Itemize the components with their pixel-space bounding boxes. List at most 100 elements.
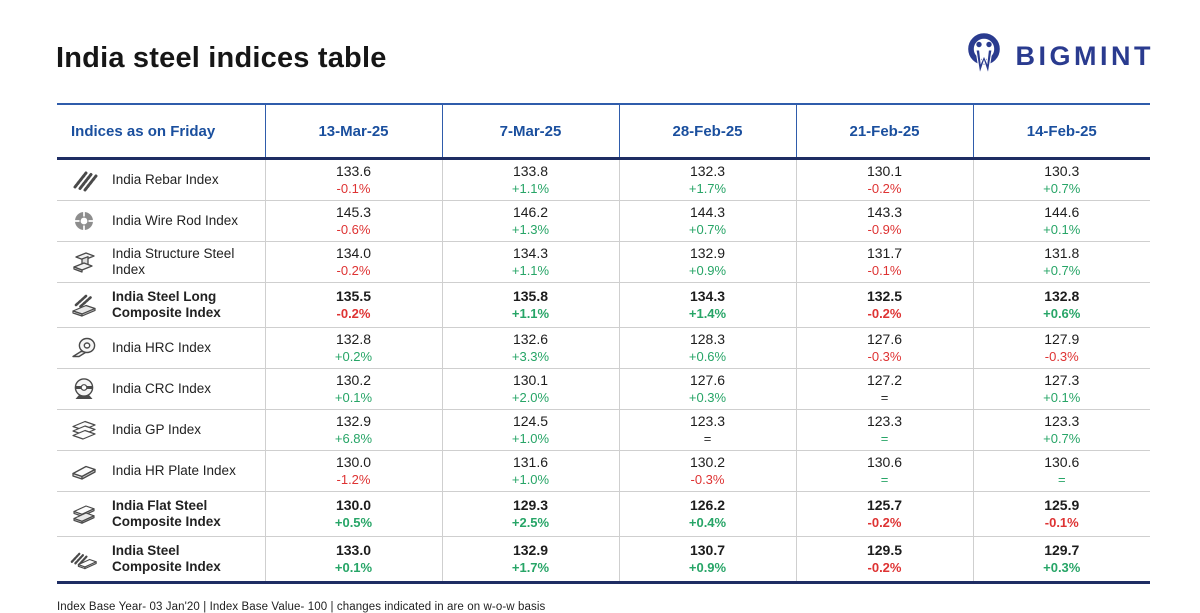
data-cell: 131.7 -0.1% [795,241,973,283]
index-name-cell: India Steel Long Composite Index [57,282,265,328]
index-label: India HRC Index [112,339,212,355]
data-cell: 126.2 +0.4% [618,491,796,537]
table-row: India CRC Index 130.2 +0.1% 130.1 +2.0% 127.6… [57,368,1150,410]
index-value: 130.1 [512,372,549,388]
index-value: 132.8 [335,331,372,347]
index-change: +1.0% [511,472,550,487]
index-change: -0.3% [1044,349,1079,364]
index-value: 146.2 [512,204,549,220]
table-body: India Rebar Index 133.6 -0.1% 133.8 +1.1% 132… [57,158,1150,583]
index-value: 130.6 [866,454,903,470]
index-value: 134.0 [335,245,372,261]
index-value: 127.2 [866,372,903,388]
index-change: +0.2% [334,349,373,364]
data-cell: 130.2 -0.3% [618,450,796,492]
data-cell: 130.0 +0.5% [264,491,442,537]
index-value: 130.0 [335,497,372,513]
data-cell: 131.8 +0.7% [972,241,1150,283]
column-header-date: 21-Feb-25 [795,104,973,160]
index-change: +3.3% [511,349,550,364]
index-name-cell: India HR Plate Index [57,450,265,492]
index-value: 134.3 [512,245,549,261]
data-cell: 127.3 +0.1% [972,368,1150,410]
data-cell: 132.6 +3.3% [441,327,619,369]
data-cell: 125.9 -0.1% [972,491,1150,537]
index-value: 130.1 [866,163,903,179]
index-change: +1.7% [511,560,550,575]
table-row: India Rebar Index 133.6 -0.1% 133.8 +1.1% 132… [57,158,1150,201]
index-name-cell: India Wire Rod Index [57,200,265,242]
index-change: -0.2% [867,181,902,196]
index-value: 143.3 [866,204,903,220]
data-cell: 132.5 -0.2% [795,282,973,328]
hr-plate-icon [69,458,99,484]
index-change: -0.3% [690,472,725,487]
data-cell: 130.2 +0.1% [264,368,442,410]
index-change: +1.1% [511,306,550,321]
index-change: +1.1% [511,181,550,196]
index-name-cell: India HRC Index [57,327,265,369]
index-change: +0.1% [334,560,373,575]
index-value: 134.3 [689,288,726,304]
data-cell: 144.6 +0.1% [972,200,1150,242]
index-value: 127.9 [1044,331,1080,347]
table-row: India Flat Steel Composite Index 130.0 +0.5… [57,491,1150,537]
data-cell: 133.6 -0.1% [264,158,442,201]
index-change: -0.2% [336,306,371,321]
index-value: 132.9 [689,245,726,261]
data-cell: 134.3 +1.1% [441,241,619,283]
index-change: = [880,390,889,405]
index-change: +0.7% [688,222,727,237]
index-change: -0.1% [867,263,902,278]
data-cell: 127.2 = [795,368,973,410]
index-change: +0.1% [1043,222,1081,237]
index-change: = [1057,472,1066,487]
index-label: India GP Index [112,421,202,437]
column-header-indices: Indices as on Friday [57,104,265,160]
index-label: India HR Plate Index [112,462,236,478]
table-row: India Wire Rod Index 145.3 -0.6% 146.2 +1.3%… [57,200,1150,242]
index-change: = [880,431,889,446]
data-cell: 125.7 -0.2% [795,491,973,537]
data-cell: 134.0 -0.2% [264,241,442,283]
index-name-cell: India Structure Steel Index [57,241,265,283]
index-change: +0.3% [1043,560,1081,575]
index-value: 123.3 [866,413,903,429]
index-value: 133.0 [335,542,372,558]
index-value: 132.8 [1044,288,1080,304]
table-row: India HRC Index 132.8 +0.2% 132.6 +3.3% 128.3… [57,327,1150,369]
index-change: -0.2% [336,263,371,278]
long-composite-icon [69,292,99,318]
index-value: 125.7 [866,497,903,513]
data-cell: 144.3 +0.7% [618,200,796,242]
column-header-date: 28-Feb-25 [618,104,796,160]
index-value: 131.6 [512,454,549,470]
index-change: -0.1% [1044,515,1079,530]
index-change: +0.1% [334,390,373,405]
index-value: 130.0 [335,454,372,470]
table-row: India Steel Composite Index 133.0 +0.1% 132.… [57,536,1150,583]
index-name-cell: India Flat Steel Composite Index [57,491,265,537]
data-cell: 124.5 +1.0% [441,409,619,451]
data-cell: 132.9 +0.9% [618,241,796,283]
index-value: 127.6 [866,331,903,347]
data-cell: 129.3 +2.5% [441,491,619,537]
index-value: 128.3 [689,331,726,347]
index-change: +0.6% [688,349,727,364]
index-change: +1.4% [688,306,727,321]
index-value: 135.5 [335,288,372,304]
index-value: 129.7 [1044,542,1080,558]
data-cell: 127.9 -0.3% [972,327,1150,369]
index-value: 129.5 [866,542,903,558]
data-cell: 132.8 +0.6% [972,282,1150,328]
brand-name: BIGMINT [1015,41,1154,71]
table-row: India Steel Long Composite Index 135.5 -0.2… [57,282,1150,328]
data-cell: 135.5 -0.2% [264,282,442,328]
index-value: 133.8 [512,163,549,179]
index-change: -0.2% [867,560,902,575]
data-cell: 143.3 -0.9% [795,200,973,242]
index-value: 144.6 [1044,204,1080,220]
index-change: -0.9% [867,222,902,237]
steel-composite-icon [69,546,99,572]
page-title: India steel indices table [56,42,387,74]
